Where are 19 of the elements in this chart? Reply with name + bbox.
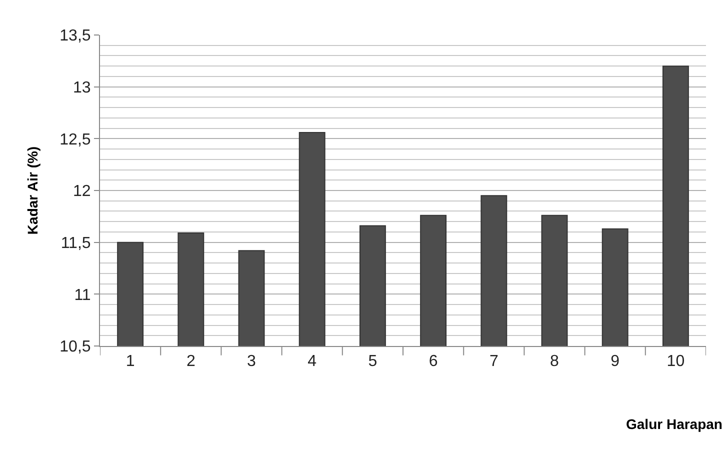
x-tick-label: 1 bbox=[126, 353, 135, 370]
x-axis-title: Galur Harapan bbox=[626, 416, 722, 432]
x-tick-label: 9 bbox=[610, 353, 620, 370]
y-tick-label: 12,5 bbox=[60, 131, 91, 148]
x-tick-label: 3 bbox=[247, 353, 256, 370]
y-tick-label: 12 bbox=[73, 183, 91, 200]
x-tick-label: 5 bbox=[368, 353, 378, 370]
y-tick-label: 11,5 bbox=[60, 234, 91, 252]
y-tick-label: 10,5 bbox=[60, 338, 91, 356]
y-tick-label: 13 bbox=[73, 79, 91, 96]
x-tick-label: 10 bbox=[666, 353, 685, 370]
y-tick-label: 11 bbox=[74, 286, 91, 304]
x-tick-label: 7 bbox=[489, 353, 498, 370]
x-tick-label: 4 bbox=[308, 353, 317, 370]
y-axis-title: Kadar Air (%) bbox=[24, 146, 40, 235]
x-tick-label: 8 bbox=[550, 353, 560, 370]
x-tick-label: 2 bbox=[186, 353, 196, 370]
y-tick-label: 13,5 bbox=[60, 28, 91, 45]
x-tick-label: 6 bbox=[428, 353, 438, 370]
